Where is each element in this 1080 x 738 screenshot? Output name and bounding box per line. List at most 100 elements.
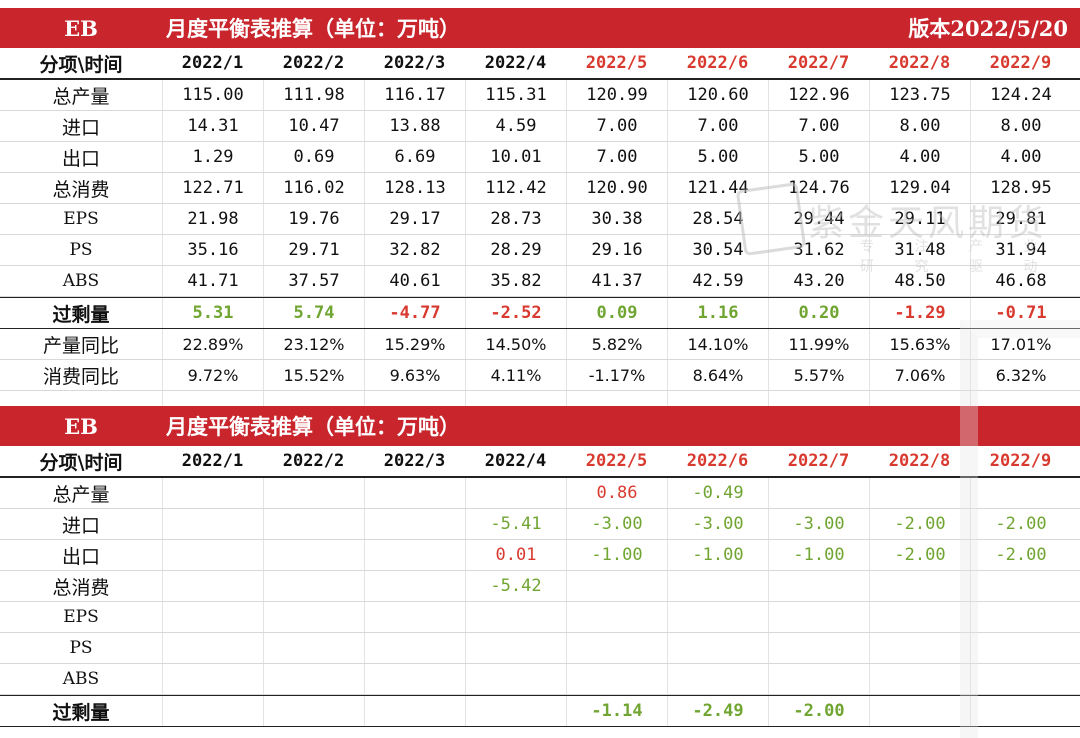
table-cell: 115.00 — [162, 80, 263, 110]
table-cell: 5.74 — [263, 298, 364, 328]
table-cell — [263, 478, 364, 508]
row-label: 出口 — [61, 147, 100, 170]
table-cell: 128.13 — [364, 173, 465, 203]
table-cell — [768, 633, 869, 663]
table-cell — [263, 664, 364, 694]
table-row: 过剩量 5.31 5.74 -4.77 -2.52 0.09 1.16 0.20 -1.29 -0… — [0, 297, 1080, 329]
table-cell: 111.98 — [263, 80, 364, 110]
row-label: 出口 — [61, 545, 100, 568]
table-cell: 7.00 — [566, 142, 667, 172]
date-header-forecast: 2022/7 — [787, 451, 850, 471]
table-cell: -3.00 — [566, 509, 667, 539]
table-cell: 120.99 — [566, 80, 667, 110]
table-cell: 122.71 — [162, 173, 263, 203]
table-cell — [364, 478, 465, 508]
table-cell: 0.01 — [465, 540, 566, 570]
product-label: EB — [64, 15, 98, 41]
table-cell — [869, 664, 970, 694]
table-row: EPS 21.98 19.76 29.17 28.73 30.38 28.54 29.44 29… — [0, 204, 1080, 235]
date-header: 2022/1 — [181, 53, 244, 73]
table-cell — [869, 696, 970, 726]
row-label: EPS — [63, 607, 99, 627]
date-header-forecast: 2022/5 — [585, 451, 648, 471]
table-cell — [566, 633, 667, 663]
table-cell: 112.42 — [465, 173, 566, 203]
table-cell: -2.52 — [465, 298, 566, 328]
date-header-forecast: 2022/9 — [989, 53, 1052, 73]
date-header-forecast: 2022/8 — [888, 451, 951, 471]
date-header-forecast: 2022/8 — [888, 53, 951, 73]
table-cell: 29.44 — [768, 204, 869, 234]
table-cell — [364, 571, 465, 601]
table-cell: 15.29% — [364, 329, 465, 359]
table-cell: 42.59 — [667, 266, 768, 296]
table-cell — [162, 696, 263, 726]
table-cell — [566, 571, 667, 601]
table-cell: -1.00 — [667, 540, 768, 570]
table-cell — [364, 696, 465, 726]
table-cell: -0.49 — [667, 478, 768, 508]
table-cell: 129.04 — [869, 173, 970, 203]
table-cell — [869, 602, 970, 632]
table-cell: 15.52% — [263, 360, 364, 390]
table-row: 进口 14.31 10.47 13.88 4.59 7.00 7.00 7.00 8.00 8.0… — [0, 111, 1080, 142]
table-cell — [768, 664, 869, 694]
table-cell: 43.20 — [768, 266, 869, 296]
table-cell: 19.76 — [263, 204, 364, 234]
table-cell — [768, 478, 869, 508]
date-header-forecast: 2022/6 — [686, 53, 749, 73]
table-cell: -5.42 — [465, 571, 566, 601]
row-label: EPS — [63, 209, 99, 229]
row-label: 进口 — [61, 514, 100, 537]
table-title-bar: EB 月度平衡表推算（单位：万吨） 版本2022/5/20 — [0, 8, 1080, 48]
table-body: 总产量 0.86 -0.49 进口 -5.41 -3.00 -3.00 -3.00 -2.00-… — [0, 478, 1080, 727]
table-cell: -2.00 — [970, 509, 1071, 539]
table-cell — [667, 571, 768, 601]
row-label: 产量同比 — [42, 334, 119, 357]
table-cell: 31.62 — [768, 235, 869, 265]
table-cell: -4.77 — [364, 298, 465, 328]
table-cell — [970, 478, 1071, 508]
table-cell — [465, 633, 566, 663]
row-label: PS — [69, 638, 93, 658]
table-cell: -2.00 — [970, 540, 1071, 570]
row-label: 总消费 — [52, 178, 110, 201]
table-cell — [162, 509, 263, 539]
table-cell — [364, 540, 465, 570]
row-label: ABS — [62, 669, 100, 689]
table-cell: 6.32% — [970, 360, 1071, 390]
table-cell — [263, 602, 364, 632]
table-cell: 9.63% — [364, 360, 465, 390]
table-cell — [162, 664, 263, 694]
table-cell — [162, 571, 263, 601]
table-cell — [970, 633, 1071, 663]
header-label: 分项\时间 — [39, 53, 123, 76]
table-cell — [263, 509, 364, 539]
table-cell: 0.86 — [566, 478, 667, 508]
table-cell: 14.31 — [162, 111, 263, 141]
table-row: PS — [0, 633, 1080, 664]
table-cell: 4.11% — [465, 360, 566, 390]
table-cell: -3.00 — [768, 509, 869, 539]
table-cell: 4.59 — [465, 111, 566, 141]
table-cell: -2.49 — [667, 696, 768, 726]
table-cell — [263, 696, 364, 726]
table-cell: 31.94 — [970, 235, 1071, 265]
table-cell — [970, 696, 1071, 726]
table-row: 总消费 -5.42 — [0, 571, 1080, 602]
header-row: 分项\时间 2022/1 2022/2 2022/3 2022/4 2022/5… — [0, 446, 1080, 478]
table-cell: 7.00 — [667, 111, 768, 141]
table-title: 月度平衡表推算（单位：万吨） — [166, 16, 460, 41]
table-cell: 28.29 — [465, 235, 566, 265]
version-label: 版本2022/5/20 — [908, 16, 1068, 41]
row-label: ABS — [62, 271, 100, 291]
table-cell: 120.90 — [566, 173, 667, 203]
table-cell: -3.00 — [667, 509, 768, 539]
table-cell: 23.12% — [263, 329, 364, 359]
table-cell: 115.31 — [465, 80, 566, 110]
table-cell: -2.00 — [869, 509, 970, 539]
table-cell: 9.72% — [162, 360, 263, 390]
table-cell: 5.57% — [768, 360, 869, 390]
table-cell — [162, 602, 263, 632]
table-row: 产量同比 22.89% 23.12% 15.29% 14.50% 5.82% 14.10% 1… — [0, 329, 1080, 360]
